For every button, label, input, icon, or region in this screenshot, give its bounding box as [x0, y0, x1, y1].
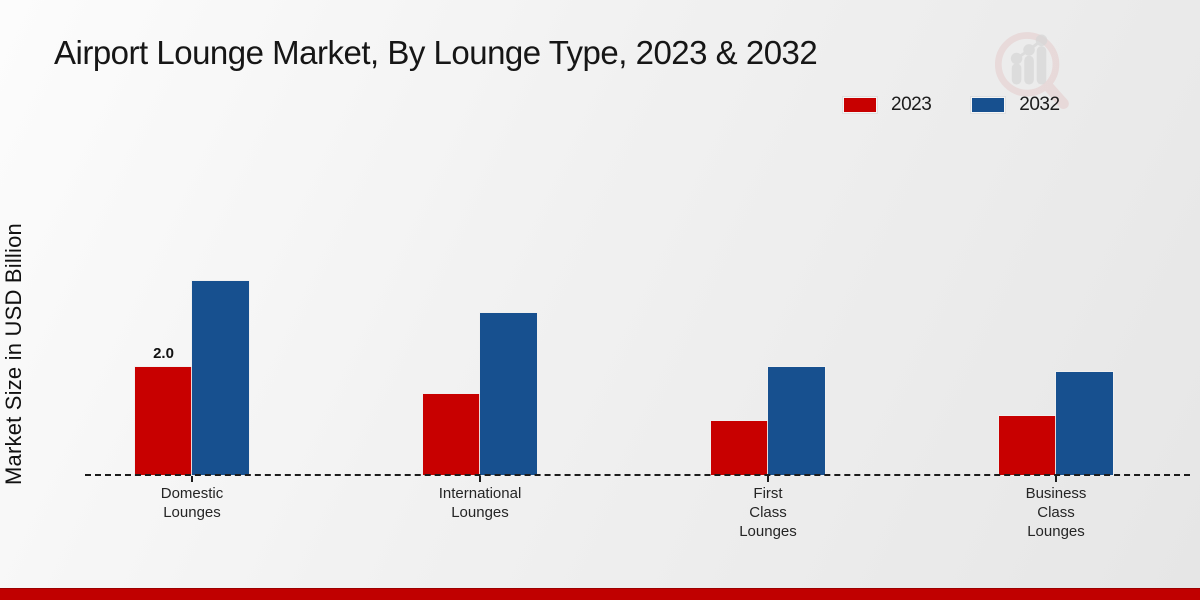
footer-accent-bar: [0, 588, 1200, 600]
bar-group-international-lounges: [422, 245, 538, 476]
legend-swatch-2032: [971, 97, 1006, 113]
legend: 2023 2032: [843, 94, 1086, 116]
x-axis-tick: [479, 476, 481, 482]
bar-2023-domestic-lounges: [134, 366, 193, 476]
bar-group-business-class-lounges: [998, 245, 1114, 476]
bar-2032-domestic-lounges: [191, 280, 250, 476]
category-label-domestic-lounges: Domestic Lounges: [160, 485, 224, 521]
category-label-first-class-lounges: First Class Lounges: [739, 485, 797, 540]
magnifier-growth-chart-logo-icon: [994, 32, 1069, 109]
category-label-business-class-lounges: Business Class Lounges: [1025, 485, 1087, 540]
chart-title: Airport Lounge Market, By Lounge Type, 2…: [54, 34, 818, 71]
bar-2023-international-lounges: [422, 393, 481, 476]
x-axis-tick: [191, 476, 193, 482]
bar-2023-first-class-lounges: [710, 420, 769, 476]
x-axis-tick: [1055, 476, 1057, 482]
category-label-international-lounges: International Lounges: [438, 485, 522, 521]
bar-2032-first-class-lounges: [767, 366, 826, 476]
bar-2032-international-lounges: [479, 312, 538, 476]
bar-group-domestic-lounges: [134, 245, 250, 476]
legend-label-2023: 2023: [891, 94, 932, 115]
x-axis-tick: [767, 476, 769, 482]
bar-group-first-class-lounges: [710, 245, 826, 476]
bar-2023-business-class-lounges: [998, 415, 1057, 476]
legend-label-2032: 2032: [1019, 94, 1060, 115]
x-axis-line: [85, 474, 1190, 476]
legend-swatch-2023: [843, 97, 877, 113]
data-label-2023-domestic: 2.0: [153, 345, 174, 362]
bar-2032-business-class-lounges: [1055, 371, 1114, 476]
